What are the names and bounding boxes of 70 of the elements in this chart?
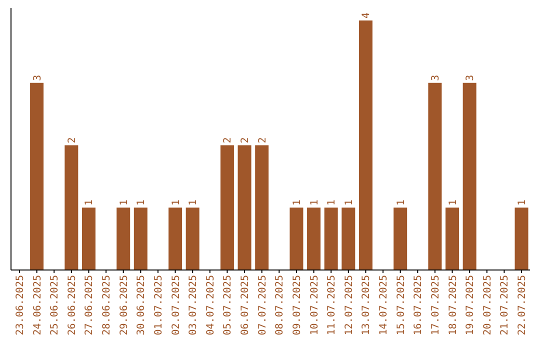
x-tick-label: 28.06.2025 (102, 275, 113, 336)
x-tick-label: 26.06.2025 (66, 275, 78, 336)
data-label: 1 (517, 200, 528, 206)
x-tick-label: 30.06.2025 (136, 275, 148, 336)
bar (394, 208, 408, 270)
x-tick-label: 14.07.2025 (378, 275, 390, 336)
bar (238, 145, 252, 270)
bar (514, 208, 528, 270)
x-tick-label: 03.07.2025 (188, 275, 200, 336)
bar (82, 208, 96, 270)
data-label: 1 (396, 200, 407, 206)
data-label: 2 (66, 137, 78, 144)
bar (446, 208, 460, 270)
bar (428, 82, 442, 270)
x-tick-label: 15.07.2025 (396, 275, 407, 336)
bar (134, 208, 148, 270)
x-tick-label: 19.07.2025 (465, 275, 476, 336)
x-tick-label: 01.07.2025 (153, 275, 164, 336)
data-label: 1 (292, 200, 303, 206)
bar (168, 208, 182, 270)
data-label: 1 (344, 200, 355, 206)
data-label: 1 (118, 200, 130, 206)
data-label: 1 (448, 200, 459, 206)
bar (220, 145, 234, 270)
data-label: 4 (361, 12, 372, 18)
x-tick-label: 06.07.2025 (240, 275, 252, 336)
bar (116, 208, 130, 270)
x-tick-label: 08.07.2025 (274, 275, 286, 336)
x-tick-label: 18.07.2025 (448, 275, 459, 336)
x-tick-label: 23.06.2025 (14, 275, 26, 336)
data-label: 1 (170, 200, 182, 206)
bar (462, 82, 476, 270)
x-tick-label: 17.07.2025 (430, 275, 442, 336)
data-label: 3 (465, 74, 476, 81)
x-tick-label: 12.07.2025 (344, 275, 355, 336)
data-label: 1 (136, 200, 148, 206)
x-tick-label: 09.07.2025 (292, 275, 303, 336)
data-label: 3 (32, 74, 44, 81)
x-tick-label: 13.07.2025 (361, 275, 372, 336)
data-label: 2 (257, 137, 268, 144)
x-tick-label: 02.07.2025 (170, 275, 182, 336)
bar (307, 208, 321, 270)
bar (290, 208, 304, 270)
data-label: 2 (240, 137, 252, 144)
data-label: 3 (430, 74, 442, 81)
data-label: 1 (326, 200, 338, 206)
x-tick-label: 27.06.2025 (84, 275, 96, 336)
x-tick-label: 05.07.2025 (222, 275, 234, 336)
data-label: 1 (309, 200, 320, 206)
x-tick-label: 24.06.2025 (32, 275, 44, 336)
bar (324, 208, 338, 270)
bar (342, 208, 356, 270)
x-tick-label: 07.07.2025 (257, 275, 268, 336)
x-tick-label: 25.06.2025 (50, 275, 61, 336)
x-tick-label: 21.07.2025 (500, 275, 511, 336)
data-label: 2 (222, 137, 234, 144)
x-tick-label: 11.07.2025 (326, 275, 338, 336)
x-tick-label: 29.06.2025 (118, 275, 130, 336)
data-label: 1 (188, 200, 200, 206)
bar (358, 20, 372, 270)
bar (186, 208, 200, 270)
x-tick-label: 20.07.2025 (482, 275, 494, 336)
bar (255, 145, 269, 270)
bar (30, 82, 44, 270)
bar (64, 145, 78, 270)
data-label: 1 (84, 200, 96, 206)
x-tick-label: 16.07.2025 (413, 275, 424, 336)
x-tick-label: 04.07.2025 (205, 275, 216, 336)
x-tick-label: 22.07.2025 (517, 275, 528, 336)
x-tick-label: 10.07.2025 (309, 275, 320, 336)
